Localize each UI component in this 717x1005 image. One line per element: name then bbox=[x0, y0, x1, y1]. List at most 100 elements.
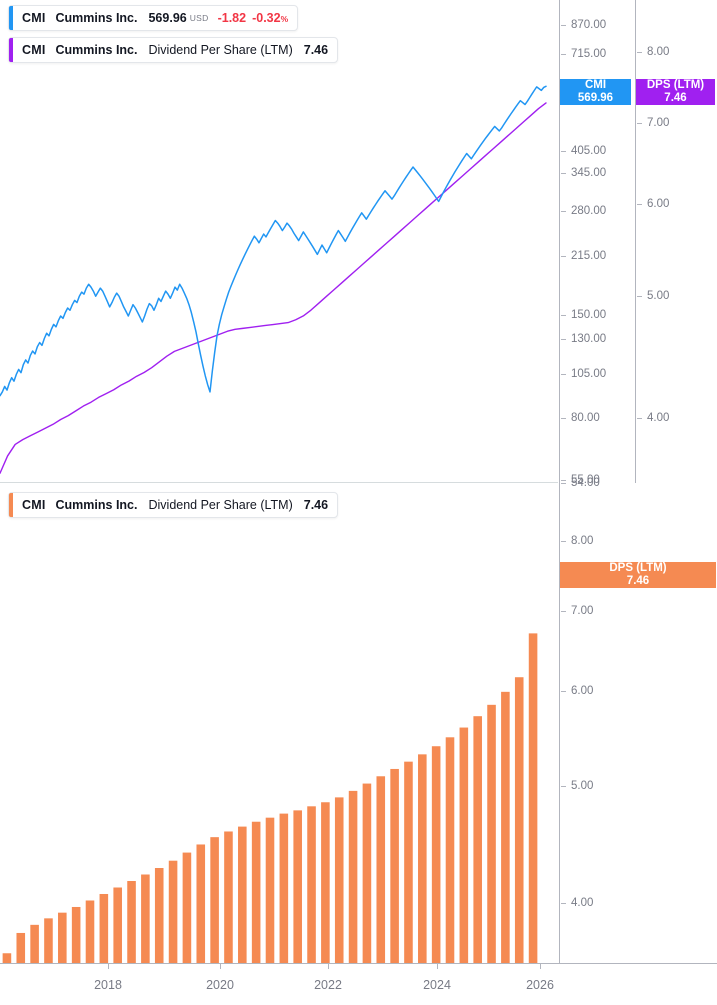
legend-color-swatch bbox=[9, 493, 13, 517]
axis-tick-mark bbox=[561, 482, 566, 484]
price-axis-primary[interactable]: 870.00 715.00 569.96 405.00 345.00 280.00 215.… bbox=[559, 0, 635, 1005]
badge-label: DPS (LTM) bbox=[646, 79, 705, 91]
legend-company-name: Cummins Inc. bbox=[55, 43, 138, 57]
dps-bar[interactable] bbox=[85, 900, 95, 963]
legend-price[interactable]: CMI Cummins Inc. 569.96 USD -1.82 -0.32% bbox=[8, 5, 299, 31]
legend-ticker: CMI bbox=[22, 498, 46, 512]
time-tick-mark bbox=[437, 964, 438, 969]
dps-bar[interactable] bbox=[334, 797, 344, 963]
dps-bar[interactable] bbox=[168, 860, 178, 963]
axis-tick-text: 870.00 bbox=[571, 19, 607, 31]
pane-divider[interactable] bbox=[0, 482, 558, 483]
price-line[interactable] bbox=[0, 85, 547, 397]
axis-tick-label: 5.00 bbox=[559, 779, 593, 793]
dps-bar[interactable] bbox=[390, 768, 399, 963]
dps-pane[interactable] bbox=[0, 483, 717, 1005]
dps-bar[interactable] bbox=[418, 754, 427, 963]
axis-tick-label: 6.00 bbox=[559, 684, 593, 698]
dps-bar[interactable] bbox=[71, 906, 81, 963]
axis-tick-label: 105.00 bbox=[559, 367, 606, 381]
legend-dps-overlay[interactable]: CMI Cummins Inc. Dividend Per Share (LTM… bbox=[8, 37, 339, 63]
time-tick-label: 2026 bbox=[526, 978, 554, 992]
legend-dps-pane[interactable]: CMI Cummins Inc. Dividend Per Share (LTM… bbox=[8, 492, 339, 518]
dps-bar[interactable] bbox=[459, 727, 469, 963]
axis-line bbox=[635, 0, 636, 483]
axis-tick-text: 8.00 bbox=[571, 535, 594, 547]
dps-bar[interactable] bbox=[376, 776, 386, 963]
axis-tick-mark bbox=[561, 53, 566, 55]
dps-bar[interactable] bbox=[445, 737, 455, 963]
dps-bar[interactable] bbox=[99, 893, 109, 963]
axis-tick-text: 150.00 bbox=[571, 309, 607, 321]
axis-tick-label: 7.00 bbox=[635, 116, 669, 130]
dps-bar[interactable] bbox=[528, 633, 538, 963]
dps-bar[interactable] bbox=[154, 868, 164, 963]
axis-price-badge[interactable]: DPS (LTM) 7.46 bbox=[636, 79, 715, 105]
legend-study-value: 7.46 bbox=[303, 498, 329, 512]
axis-price-badge[interactable]: CMI 569.96 bbox=[560, 79, 631, 105]
axis-tick-text: 6.00 bbox=[647, 198, 670, 210]
dps-bar[interactable] bbox=[307, 806, 316, 963]
price-plot-area[interactable] bbox=[0, 0, 558, 483]
dps-bar[interactable] bbox=[251, 821, 261, 963]
dps-overlay-line[interactable] bbox=[0, 102, 547, 474]
dps-bar[interactable] bbox=[473, 716, 482, 963]
dps-bar[interactable] bbox=[362, 783, 372, 963]
axis-tick-mark bbox=[561, 479, 566, 481]
axis-tick-text: 215.00 bbox=[571, 250, 607, 262]
dps-bar[interactable] bbox=[501, 691, 510, 963]
dps-bar[interactable] bbox=[44, 918, 53, 963]
dps-bar[interactable] bbox=[293, 810, 302, 963]
dps-bar[interactable] bbox=[265, 817, 275, 963]
price-axis-secondary[interactable]: 8.00 7.00 6.00 5.00 4.00 DPS (LTM) 7.46 bbox=[635, 0, 717, 1005]
axis-tick-text: 4.00 bbox=[647, 412, 670, 424]
axis-tick-label: 405.00 bbox=[559, 144, 606, 158]
axis-tick-text: 280.00 bbox=[571, 205, 607, 217]
dps-bar[interactable] bbox=[487, 704, 496, 963]
legend-change-percent: -0.32% bbox=[252, 11, 288, 25]
axis-tick-text: 8.00 bbox=[647, 46, 670, 58]
axis-line bbox=[559, 483, 560, 963]
dps-bar[interactable] bbox=[210, 837, 219, 963]
axis-tick-label: 54.00 bbox=[559, 476, 600, 490]
dps-bar[interactable] bbox=[348, 790, 358, 963]
dps-bar[interactable] bbox=[279, 813, 289, 963]
dps-axis[interactable]: 8.00 7.00 6.00 5.00 4.00 DPS (LTM) 7.46 bbox=[559, 0, 717, 1005]
axis-price-badge[interactable]: DPS (LTM) 7.46 bbox=[560, 562, 716, 588]
dps-bar[interactable] bbox=[431, 746, 441, 963]
axis-tick-text: 405.00 bbox=[571, 145, 607, 157]
axis-tick-mark bbox=[561, 172, 566, 174]
time-axis[interactable]: 2018 2020 2022 2024 2026 bbox=[0, 963, 717, 1005]
axis-tick-mark bbox=[561, 785, 566, 787]
axis-tick-mark bbox=[637, 203, 642, 205]
legend-color-swatch bbox=[9, 38, 13, 62]
dps-bar[interactable] bbox=[16, 932, 26, 963]
dps-bar[interactable] bbox=[196, 844, 206, 963]
time-tick-label: 2024 bbox=[423, 978, 451, 992]
dps-bar[interactable] bbox=[30, 924, 39, 963]
dps-plot-area[interactable] bbox=[0, 483, 558, 1005]
axis-tick-label: 5.00 bbox=[635, 289, 669, 303]
dps-bar[interactable] bbox=[141, 874, 150, 964]
axis-tick-mark bbox=[561, 255, 566, 257]
dps-bar[interactable] bbox=[58, 912, 67, 963]
axis-tick-label: 8.00 bbox=[635, 45, 669, 59]
dps-bar[interactable] bbox=[404, 761, 413, 963]
dps-bar[interactable] bbox=[113, 887, 122, 964]
axis-tick-text: 130.00 bbox=[571, 333, 607, 345]
axis-tick-mark bbox=[561, 150, 566, 152]
dps-bar[interactable] bbox=[2, 953, 12, 963]
dps-bar[interactable] bbox=[127, 881, 136, 963]
dps-bar[interactable] bbox=[514, 677, 524, 963]
badge-value: 569.96 bbox=[577, 92, 614, 104]
dps-bar[interactable] bbox=[182, 852, 192, 963]
axis-tick-mark bbox=[561, 610, 566, 612]
axis-tick-label: 345.00 bbox=[559, 166, 606, 180]
axis-tick-label: 7.00 bbox=[559, 604, 593, 618]
dps-bar[interactable] bbox=[321, 802, 330, 963]
axis-tick-label: 4.00 bbox=[635, 411, 669, 425]
dps-bar[interactable] bbox=[224, 831, 233, 963]
dps-bar[interactable] bbox=[238, 826, 247, 963]
axis-tick-label: 8.00 bbox=[559, 534, 593, 548]
axis-tick-mark bbox=[561, 24, 566, 26]
